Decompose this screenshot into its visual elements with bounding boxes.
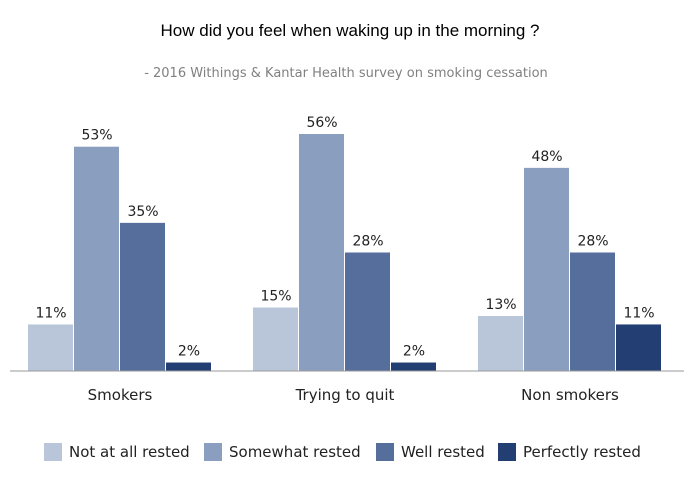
data-label-non-smokers-not-at-all-rested: 13% — [485, 297, 516, 313]
bar-smokers-perfectly-rested — [166, 362, 211, 371]
category-label-trying-to-quit: Trying to quit — [295, 386, 395, 404]
bar-non-smokers-not-at-all-rested — [478, 315, 523, 371]
data-label-smokers-well-rested: 35% — [127, 204, 158, 220]
bar-smokers-well-rested — [120, 222, 165, 371]
data-label-non-smokers-well-rested: 28% — [577, 234, 608, 250]
bar-non-smokers-well-rested — [570, 252, 615, 371]
legend-label-well-rested: Well rested — [401, 443, 485, 461]
bar-smokers-somewhat-rested — [74, 146, 119, 371]
bar-smokers-not-at-all-rested — [28, 324, 73, 371]
bar-trying-to-quit-perfectly-rested — [391, 362, 436, 371]
legend: Not at all rested Somewhat rested Well res… — [44, 443, 641, 461]
category-labels-layer: Smokers Trying to quit Non smokers — [88, 386, 619, 404]
legend-label-not-at-all-rested: Not at all rested — [69, 443, 190, 461]
bar-non-smokers-somewhat-rested — [524, 167, 569, 371]
bar-trying-to-quit-well-rested — [345, 252, 390, 371]
legend-item-perfectly-rested: Perfectly rested — [498, 443, 641, 461]
bars-layer — [28, 134, 661, 371]
data-label-smokers-somewhat-rested: 53% — [81, 128, 112, 144]
bar-trying-to-quit-not-at-all-rested — [253, 307, 298, 371]
legend-swatch-not-at-all-rested — [44, 443, 62, 461]
chart-title: How did you feel when waking up in the m… — [161, 21, 540, 40]
legend-item-not-at-all-rested: Not at all rested — [44, 443, 190, 461]
bar-non-smokers-perfectly-rested — [616, 324, 661, 371]
data-label-smokers-perfectly-rested: 2% — [178, 344, 200, 360]
chart-subtitle: - 2016 Withings & Kantar Health survey o… — [144, 66, 548, 81]
data-label-trying-to-quit-somewhat-rested: 56% — [306, 115, 337, 131]
data-label-trying-to-quit-well-rested: 28% — [352, 234, 383, 250]
legend-item-well-rested: Well rested — [376, 443, 485, 461]
legend-label-perfectly-rested: Perfectly rested — [523, 443, 641, 461]
legend-label-somewhat-rested: Somewhat rested — [229, 443, 361, 461]
legend-swatch-perfectly-rested — [498, 443, 516, 461]
legend-swatch-somewhat-rested — [204, 443, 222, 461]
legend-item-somewhat-rested: Somewhat rested — [204, 443, 361, 461]
bar-trying-to-quit-somewhat-rested — [299, 134, 344, 371]
data-label-trying-to-quit-not-at-all-rested: 15% — [260, 289, 291, 305]
category-label-smokers: Smokers — [88, 386, 153, 404]
data-label-non-smokers-somewhat-rested: 48% — [531, 149, 562, 165]
legend-swatch-well-rested — [376, 443, 394, 461]
data-labels-layer: 11% 53% 35% 2% 15% 56% 28% 2% 13% 48% 28% 11% — [35, 115, 654, 360]
category-label-non-smokers: Non smokers — [521, 386, 619, 404]
data-label-trying-to-quit-perfectly-rested: 2% — [403, 344, 425, 360]
data-label-non-smokers-perfectly-rested: 11% — [623, 305, 654, 321]
data-label-smokers-not-at-all-rested: 11% — [35, 305, 66, 321]
